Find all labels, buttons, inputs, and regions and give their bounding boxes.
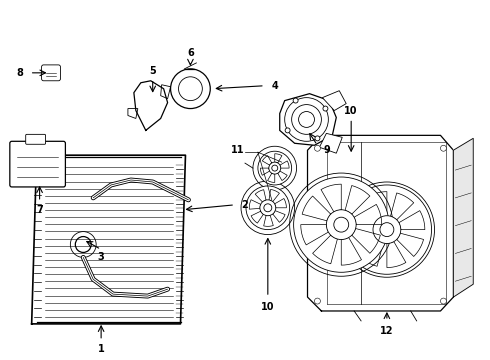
FancyBboxPatch shape [10, 141, 65, 187]
Circle shape [441, 145, 446, 151]
Circle shape [323, 106, 328, 111]
Circle shape [380, 223, 394, 237]
FancyBboxPatch shape [42, 65, 60, 81]
Circle shape [269, 162, 281, 174]
Circle shape [272, 165, 278, 171]
Polygon shape [308, 135, 453, 311]
Text: 4: 4 [271, 81, 278, 91]
FancyBboxPatch shape [25, 134, 46, 144]
Text: 10: 10 [261, 302, 274, 312]
Circle shape [246, 186, 290, 230]
Text: 5: 5 [149, 66, 156, 76]
Circle shape [334, 217, 349, 232]
Polygon shape [134, 81, 168, 130]
Circle shape [171, 69, 210, 109]
Circle shape [285, 128, 290, 133]
Circle shape [293, 98, 298, 103]
Text: 9: 9 [324, 145, 331, 155]
Circle shape [315, 298, 320, 304]
Text: 8: 8 [16, 68, 23, 78]
Polygon shape [128, 109, 138, 118]
Text: 10: 10 [344, 105, 358, 116]
Circle shape [260, 200, 276, 216]
Polygon shape [322, 91, 346, 111]
Polygon shape [319, 133, 342, 153]
Circle shape [178, 77, 202, 100]
Text: 7: 7 [36, 205, 43, 215]
Circle shape [373, 216, 401, 243]
Polygon shape [280, 94, 336, 145]
Text: 11: 11 [231, 145, 245, 155]
Circle shape [326, 210, 356, 239]
Circle shape [258, 151, 292, 185]
Text: 6: 6 [187, 48, 194, 58]
Text: 3: 3 [98, 252, 104, 262]
Circle shape [315, 136, 320, 141]
Circle shape [342, 185, 432, 274]
Text: 1: 1 [98, 344, 104, 354]
Polygon shape [161, 85, 171, 99]
Text: 2: 2 [242, 200, 248, 210]
Text: 12: 12 [380, 326, 393, 336]
Circle shape [441, 298, 446, 304]
Circle shape [315, 145, 320, 151]
Polygon shape [453, 138, 473, 297]
Circle shape [264, 204, 272, 212]
Circle shape [294, 177, 389, 272]
